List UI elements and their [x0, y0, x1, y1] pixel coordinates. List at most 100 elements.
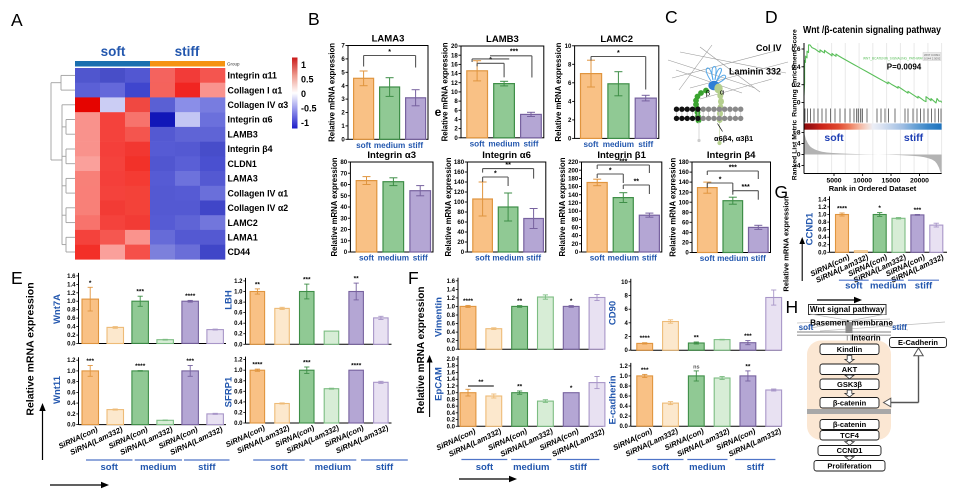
svg-text:β-catenin: β-catenin [833, 398, 867, 407]
svg-text:10: 10 [451, 89, 458, 96]
svg-text:80: 80 [682, 209, 689, 216]
svg-text:0.2: 0.2 [234, 332, 243, 338]
svg-text:160: 160 [454, 169, 465, 176]
svg-text:***: *** [744, 333, 752, 340]
svg-text:1: 1 [301, 60, 306, 70]
svg-text:*: * [719, 177, 722, 184]
svg-text:A: A [11, 10, 23, 30]
svg-text:LAMB3: LAMB3 [486, 34, 519, 45]
svg-text:***: *** [303, 360, 311, 367]
svg-text:Laminin 332: Laminin 332 [729, 67, 781, 77]
svg-text:8: 8 [797, 130, 801, 137]
svg-text:CD90: CD90 [608, 301, 619, 325]
svg-text:Relative mRNA expression: Relative mRNA expression [782, 196, 791, 292]
svg-text:0: 0 [454, 135, 458, 142]
svg-text:1.2: 1.2 [234, 279, 243, 285]
svg-text:***: *** [729, 165, 737, 172]
svg-text:16: 16 [451, 62, 458, 69]
svg-text:2: 2 [624, 335, 628, 341]
svg-text:0: 0 [575, 249, 579, 256]
svg-text:0.8: 0.8 [234, 379, 243, 385]
svg-text:160: 160 [568, 184, 579, 191]
svg-text:LAMA3: LAMA3 [228, 174, 258, 184]
svg-text:Relative mRNA expression: Relative mRNA expression [328, 43, 337, 142]
svg-text:medium: medium [374, 141, 405, 150]
svg-text:E-cadherin: E-cadherin [608, 375, 619, 424]
svg-text:2: 2 [341, 110, 345, 117]
svg-text:LAMA1: LAMA1 [228, 233, 258, 243]
svg-text:5: 5 [341, 69, 345, 76]
svg-text:8: 8 [454, 98, 458, 105]
svg-text:80: 80 [340, 159, 347, 166]
svg-text:Integrin: Integrin [851, 334, 880, 343]
svg-text:180: 180 [679, 159, 690, 166]
svg-text:60: 60 [457, 219, 464, 226]
svg-text:1.2: 1.2 [447, 384, 456, 390]
svg-text:Relative mRNA expression: Relative mRNA expression [441, 42, 450, 141]
svg-text:soft: soft [356, 141, 371, 150]
svg-text:stiff: stiff [408, 141, 423, 150]
svg-text:soft: soft [845, 281, 863, 292]
svg-text:soft: soft [590, 254, 605, 263]
svg-text:Wnt7A: Wnt7A [52, 294, 63, 324]
svg-text:20: 20 [682, 240, 689, 247]
svg-text:medium: medium [870, 281, 906, 292]
svg-text:0.4: 0.4 [791, 64, 800, 71]
svg-text:1: 1 [341, 123, 345, 130]
svg-text:LAMA3: LAMA3 [372, 34, 405, 45]
svg-text:stiff: stiff [526, 254, 541, 263]
svg-text:0.6: 0.6 [234, 311, 243, 317]
svg-text:E: E [11, 268, 23, 288]
svg-text:100: 100 [568, 208, 579, 215]
svg-text:Integrin α3: Integrin α3 [367, 150, 416, 161]
svg-text:****: **** [252, 362, 263, 369]
svg-text:20: 20 [451, 43, 458, 50]
svg-text:200: 200 [568, 167, 579, 174]
svg-text:Kindlin: Kindlin [837, 345, 863, 354]
svg-text:CD44: CD44 [228, 247, 251, 257]
svg-text:0.4: 0.4 [447, 411, 456, 417]
svg-text:0.2: 0.2 [619, 414, 628, 420]
svg-text:CCND1: CCND1 [805, 212, 816, 245]
svg-text:0.8: 0.8 [447, 397, 456, 403]
svg-text:10: 10 [340, 238, 347, 245]
svg-text:0.2: 0.2 [234, 410, 243, 416]
svg-text:180: 180 [568, 176, 579, 183]
svg-text:1.0: 1.0 [67, 299, 76, 305]
svg-text:20: 20 [340, 227, 347, 234]
svg-text:***: *** [86, 358, 94, 365]
svg-text:0.2: 0.2 [447, 418, 456, 424]
svg-text:****: **** [351, 363, 362, 370]
svg-text:medium: medium [140, 462, 176, 473]
svg-text:10000: 10000 [853, 178, 872, 185]
svg-text:medium: medium [513, 462, 549, 473]
svg-text:4: 4 [341, 83, 345, 90]
svg-text:soft: soft [470, 139, 485, 148]
svg-text:140: 140 [679, 179, 690, 186]
svg-text:*: * [570, 298, 573, 305]
svg-text:1.2: 1.2 [67, 358, 76, 364]
svg-text:Col IV: Col IV [756, 43, 782, 53]
svg-text:100: 100 [454, 199, 465, 206]
svg-text:Integrin β4: Integrin β4 [707, 150, 756, 161]
svg-text:0.0: 0.0 [447, 347, 456, 353]
svg-text:40: 40 [572, 233, 579, 240]
svg-text:4: 4 [624, 321, 628, 327]
svg-text:1.6: 1.6 [447, 279, 456, 285]
svg-text:6: 6 [454, 107, 458, 114]
svg-text:stiff: stiff [751, 254, 766, 263]
svg-text:6: 6 [624, 307, 628, 313]
svg-text:****: **** [463, 298, 474, 305]
svg-text:****: **** [837, 206, 848, 213]
svg-text:60: 60 [340, 182, 347, 189]
svg-text:soft: soft [583, 140, 598, 149]
svg-text:soft: soft [270, 462, 288, 473]
svg-text:15000: 15000 [882, 178, 901, 185]
svg-text:2: 2 [454, 126, 458, 133]
svg-text:Integrin β1: Integrin β1 [597, 150, 646, 161]
svg-text:0.0: 0.0 [447, 424, 456, 430]
svg-text:H: H [786, 297, 799, 317]
svg-text:0.4: 0.4 [447, 330, 456, 336]
svg-text:Relative mRNA expression: Relative mRNA expression [416, 287, 427, 414]
svg-text:0: 0 [624, 348, 628, 354]
